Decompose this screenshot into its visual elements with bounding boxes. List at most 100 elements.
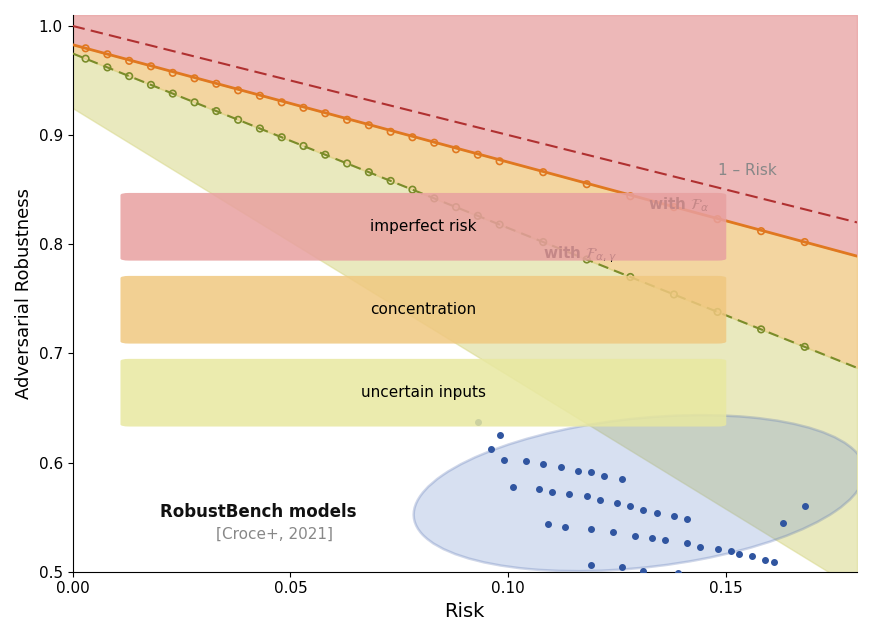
Point — [253, 123, 267, 134]
Point — [536, 167, 550, 177]
Ellipse shape — [413, 415, 864, 571]
Point — [746, 551, 760, 562]
Point — [231, 85, 245, 95]
Point — [484, 445, 498, 455]
X-axis label: Risk: Risk — [445, 602, 485, 621]
Point — [427, 137, 441, 148]
Point — [623, 501, 637, 511]
Point — [384, 127, 398, 137]
Point — [493, 219, 507, 230]
Point — [493, 156, 507, 167]
Point — [100, 49, 114, 59]
Point — [231, 114, 245, 125]
Text: RobustBench models: RobustBench models — [160, 502, 356, 521]
Point — [711, 214, 725, 225]
Point — [362, 120, 376, 130]
Point — [449, 202, 463, 212]
Point — [584, 560, 598, 570]
Point — [340, 158, 354, 169]
Point — [645, 533, 659, 543]
Point — [144, 61, 158, 71]
Point — [471, 417, 485, 427]
Point — [798, 342, 812, 352]
Point — [798, 501, 812, 511]
Text: with $\mathcal{F}_{\alpha}$: with $\mathcal{F}_{\alpha}$ — [648, 196, 710, 214]
Point — [144, 80, 158, 90]
Y-axis label: Adversarial Robustness: Adversarial Robustness — [15, 188, 33, 399]
Point — [584, 524, 598, 534]
Point — [724, 546, 738, 556]
Point — [275, 97, 289, 107]
Point — [253, 91, 267, 101]
Point — [187, 73, 201, 83]
Point — [580, 254, 594, 265]
Point — [580, 492, 594, 502]
Point — [405, 184, 419, 195]
Point — [493, 430, 507, 440]
Point — [571, 466, 585, 476]
Text: 1 – Risk: 1 – Risk — [718, 163, 776, 177]
Point — [166, 88, 180, 99]
Point — [732, 576, 746, 586]
Point — [767, 556, 781, 567]
Text: imperfect risk: imperfect risk — [370, 219, 477, 234]
Point — [759, 555, 773, 565]
Point — [693, 571, 707, 581]
Point — [449, 387, 463, 397]
Point — [658, 535, 672, 545]
Point — [405, 132, 419, 142]
Point — [680, 515, 694, 525]
Point — [427, 193, 441, 204]
Point — [78, 43, 92, 53]
Point — [628, 530, 642, 541]
Point — [597, 471, 611, 481]
Point — [754, 226, 768, 236]
Point — [593, 495, 607, 505]
Point — [637, 565, 651, 576]
Point — [637, 504, 651, 515]
Point — [532, 483, 546, 494]
Point — [667, 202, 681, 212]
Point — [122, 56, 136, 66]
Point — [693, 541, 707, 551]
Point — [558, 522, 572, 532]
Point — [711, 544, 725, 554]
Point — [318, 108, 332, 118]
Point — [519, 457, 533, 467]
Point — [615, 474, 629, 484]
Point — [384, 176, 398, 186]
Text: uncertain inputs: uncertain inputs — [361, 385, 486, 400]
Point — [449, 144, 463, 155]
Point — [715, 573, 729, 583]
Text: concentration: concentration — [371, 302, 476, 317]
Point — [471, 211, 485, 221]
Point — [497, 455, 511, 466]
Point — [78, 53, 92, 64]
Point — [554, 462, 568, 472]
Point — [580, 179, 594, 190]
Point — [780, 581, 794, 591]
Point — [122, 71, 136, 81]
Point — [754, 324, 768, 335]
Point — [615, 562, 629, 572]
Point — [798, 237, 812, 247]
Point — [296, 102, 310, 113]
Point — [187, 97, 201, 107]
FancyBboxPatch shape — [120, 193, 726, 261]
Point — [209, 106, 223, 116]
Point — [536, 237, 550, 247]
FancyBboxPatch shape — [120, 276, 726, 343]
Point — [610, 498, 624, 508]
Point — [584, 467, 598, 478]
Point — [545, 487, 559, 497]
Point — [606, 527, 620, 537]
Point — [296, 141, 310, 151]
Point — [100, 62, 114, 73]
Point — [340, 114, 354, 125]
Point — [275, 132, 289, 142]
Point — [318, 149, 332, 160]
Point — [506, 481, 520, 492]
Point — [650, 508, 664, 518]
Point — [471, 149, 485, 160]
Point — [209, 79, 223, 89]
